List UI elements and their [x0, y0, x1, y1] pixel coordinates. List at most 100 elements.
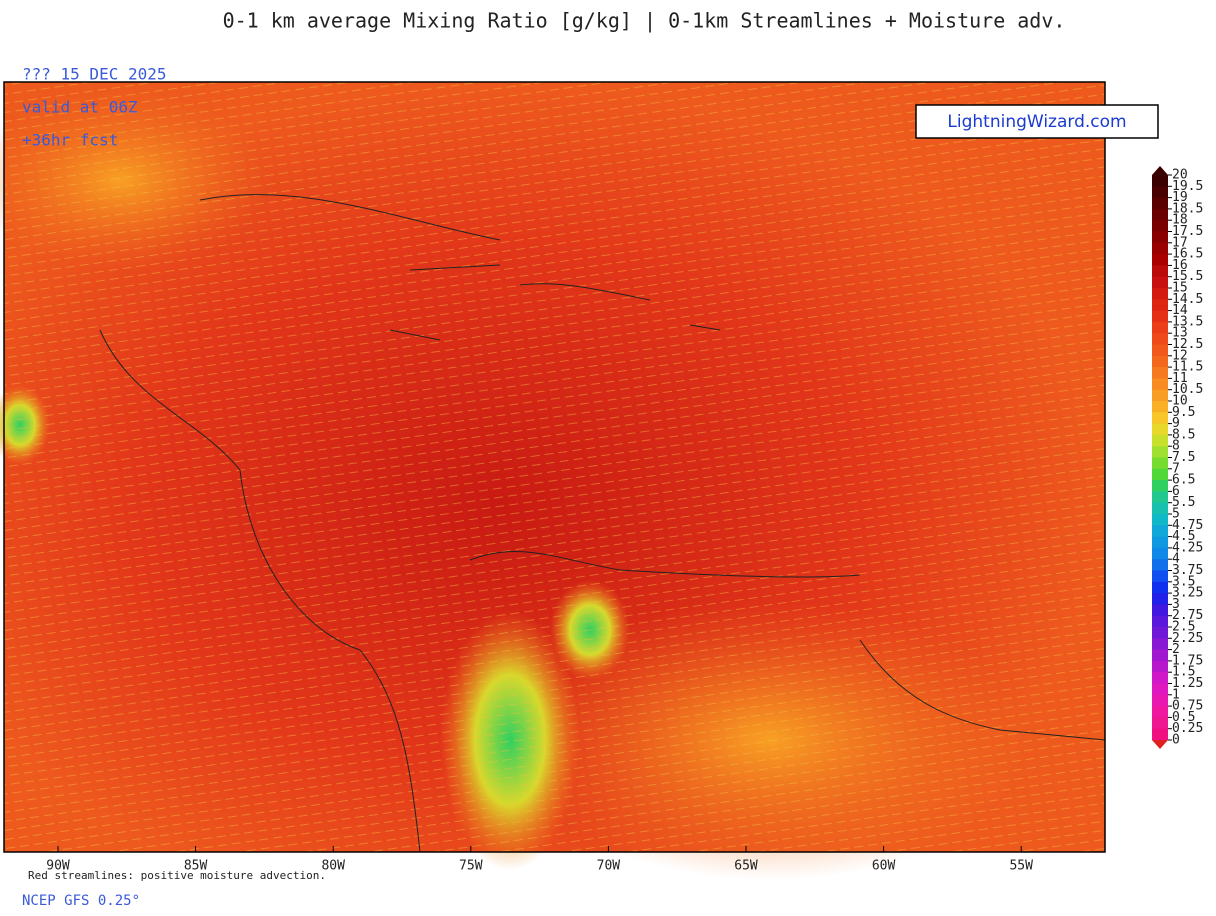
- colorbar-segment: [1152, 547, 1168, 560]
- coastlines: [99, 194, 1106, 853]
- colorbar-label: 20: [1172, 168, 1188, 183]
- colorbar-segment: [1152, 536, 1168, 549]
- colorbar-label: 11.5: [1172, 360, 1203, 375]
- colorbar-label: 1.75: [1172, 653, 1203, 668]
- colorbar-label: 3.5: [1172, 574, 1195, 589]
- colorbar-label: 2: [1172, 642, 1180, 657]
- valid-label: valid at 06Z: [22, 98, 138, 117]
- colorbar-segment: [1152, 593, 1168, 605]
- colorbar-segment: [1152, 333, 1168, 345]
- colorbar-segment: [1152, 480, 1168, 492]
- colorbar-label: 7.5: [1172, 450, 1195, 465]
- colorbar-segment: [1152, 321, 1168, 334]
- colorbar-cap: [1152, 166, 1168, 175]
- colorbar-label: 4.5: [1172, 529, 1195, 544]
- map-area: [0, 81, 1106, 880]
- colorbar-segment: [1152, 197, 1168, 210]
- colorbar-segment: [1152, 706, 1168, 718]
- colorbar-segment: [1152, 502, 1168, 515]
- colorbar-label: 13.5: [1172, 314, 1203, 329]
- colorbar-label: 6.5: [1172, 473, 1195, 488]
- colorbar-label: 18.5: [1172, 201, 1203, 216]
- colorbar-label: 5: [1172, 507, 1180, 522]
- longitude-label: 65W: [734, 859, 758, 874]
- colorbar-label: 18: [1172, 213, 1188, 228]
- colorbar-segment: [1152, 581, 1168, 594]
- colorbar-label: 17.5: [1172, 224, 1203, 239]
- colorbar-segment: [1152, 694, 1168, 707]
- footnote: Red streamlines: positive moisture advec…: [28, 869, 326, 882]
- colorbar-label: 11: [1172, 371, 1188, 386]
- longitude-label: 85W: [184, 859, 208, 874]
- colorbar-label: 8.5: [1172, 427, 1195, 442]
- colorbar-label: 13: [1172, 326, 1188, 341]
- colorbar-segment: [1152, 717, 1168, 730]
- colorbar-segment: [1152, 434, 1168, 447]
- colorbar-label: 9: [1172, 416, 1180, 431]
- colorbar-segment: [1152, 254, 1168, 266]
- colorbar-segment: [1152, 514, 1168, 526]
- colorbar-label: 3.75: [1172, 563, 1203, 578]
- colorbar-segment: [1152, 525, 1168, 538]
- colorbar-segment: [1152, 638, 1168, 651]
- colorbar-segment: [1152, 288, 1168, 300]
- colorbar-label: 16: [1172, 258, 1188, 273]
- colorbar-segment: [1152, 468, 1168, 481]
- longitude-label: 80W: [321, 859, 345, 874]
- colorbar-label: 2.75: [1172, 608, 1203, 623]
- map-frame: [3, 81, 1106, 853]
- colorbar-segment: [1152, 310, 1168, 323]
- colorbar-segment: [1152, 220, 1168, 232]
- colorbar-segment: [1152, 175, 1168, 187]
- colorbar-segment: [1152, 276, 1168, 289]
- map-title: 0-1 km average Mixing Ratio [g/kg] | 0-1…: [223, 9, 1066, 33]
- colorbar-segment: [1152, 446, 1168, 458]
- colorbar-segment: [1152, 615, 1168, 628]
- colorbar-label: 9.5: [1172, 405, 1195, 420]
- colorbar-label: 10.5: [1172, 382, 1203, 397]
- colorbar-segment: [1152, 559, 1168, 571]
- colorbar-label: 1.25: [1172, 676, 1203, 691]
- colorbar-segment: [1152, 344, 1168, 357]
- colorbar-segment: [1152, 604, 1168, 617]
- colorbar-segment: [1152, 378, 1168, 391]
- colorbar-label: 3: [1172, 597, 1180, 612]
- colorbar-segment: [1152, 649, 1168, 662]
- colorbar-segment: [1152, 491, 1168, 504]
- colorbar-label: 6: [1172, 484, 1180, 499]
- forecast-label: +36hr fcst: [22, 131, 118, 150]
- colorbar-label: 4.75: [1172, 518, 1203, 533]
- colorbar-segment: [1152, 186, 1168, 199]
- colorbar-label: 0.5: [1172, 710, 1195, 725]
- colorbar-segment: [1152, 242, 1168, 255]
- colorbar-segment: [1152, 412, 1168, 425]
- colorbar-segment: [1152, 401, 1168, 413]
- colorbar-label: 4: [1172, 552, 1180, 567]
- longitude-label: 70W: [597, 859, 621, 874]
- colorbar-label: 12.5: [1172, 337, 1203, 352]
- colorbar-label: 1.5: [1172, 665, 1195, 680]
- colorbar-segment: [1152, 265, 1168, 278]
- colorbar-label: 19: [1172, 190, 1188, 205]
- colorbar-segment: [1152, 389, 1168, 402]
- colorbar-label: 4.25: [1172, 540, 1203, 555]
- longitude-label: 55W: [1009, 859, 1033, 874]
- colorbar-segment: [1152, 457, 1168, 470]
- colorbar-label: 15.5: [1172, 269, 1203, 284]
- colorbar-label: 10: [1172, 394, 1188, 409]
- colorbar-label: 12: [1172, 348, 1188, 363]
- date-label: ??? 15 DEC 2025: [22, 65, 167, 84]
- colorbar-segment: [1152, 660, 1168, 673]
- colorbar-segment: [1152, 728, 1168, 741]
- colorbar-label: 16.5: [1172, 247, 1203, 262]
- longitude-labels: 90W 85W 80W 75W 70W 65W 60W 55W: [46, 846, 1033, 874]
- colorbar-segment: [1152, 683, 1168, 696]
- colorbar-label: 15: [1172, 281, 1188, 296]
- colorbar-label: 3.25: [1172, 586, 1203, 601]
- colorbar-segment: [1152, 367, 1168, 379]
- streamlines: [4, 82, 1105, 852]
- watermark: LightningWizard.com: [947, 112, 1126, 132]
- colorbar-label: 8: [1172, 439, 1180, 454]
